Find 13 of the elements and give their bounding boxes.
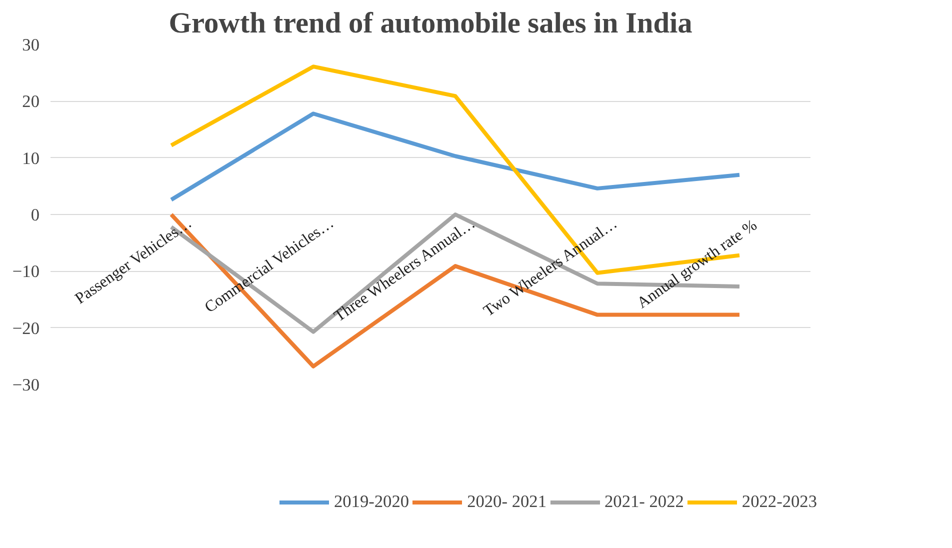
y-tick-label: −10 [12,262,40,282]
y-tick-label: 0 [30,206,40,224]
legend-label: 2021- 2022 [604,492,684,512]
legend-label: 2020- 2021 [467,492,546,512]
legend-label: 2022-2023 [742,492,817,512]
y-tick-label: −30 [12,376,40,394]
y-tick-label: −20 [12,318,40,338]
chart-title: Growth trend of automobile sales in India [168,8,693,40]
legend-label: 2019-2020 [334,492,410,512]
y-tick-label: 30 [22,36,40,54]
y-tick-label: 10 [22,148,40,168]
y-tick-label: 20 [22,92,40,112]
line-series [169,112,742,202]
